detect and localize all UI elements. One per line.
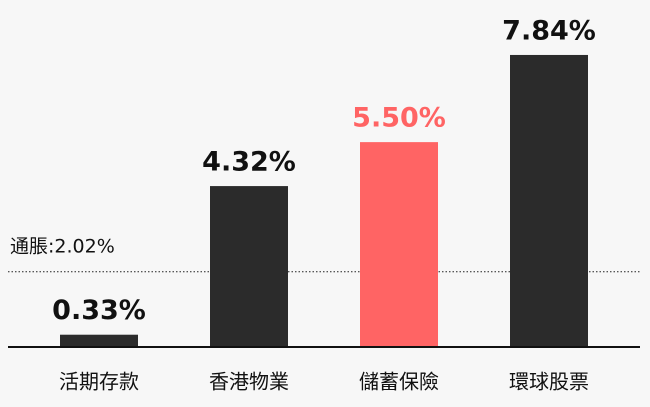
value-label: 7.84% [502,15,596,46]
value-label: 5.50% [352,103,446,134]
x-tick-label: 儲蓄保險 [359,370,439,394]
value-label: 0.33% [52,295,146,326]
bar [60,334,138,347]
bar [360,142,438,347]
bar [510,54,588,348]
x-tick-label: 香港物業 [209,370,289,394]
x-tick-label: 環球股票 [509,370,589,394]
value-label: 4.32% [202,147,296,178]
x-tick-label: 活期存款 [59,370,139,394]
bar [210,186,288,347]
reference-label: 通脹:2.02% [10,235,115,257]
